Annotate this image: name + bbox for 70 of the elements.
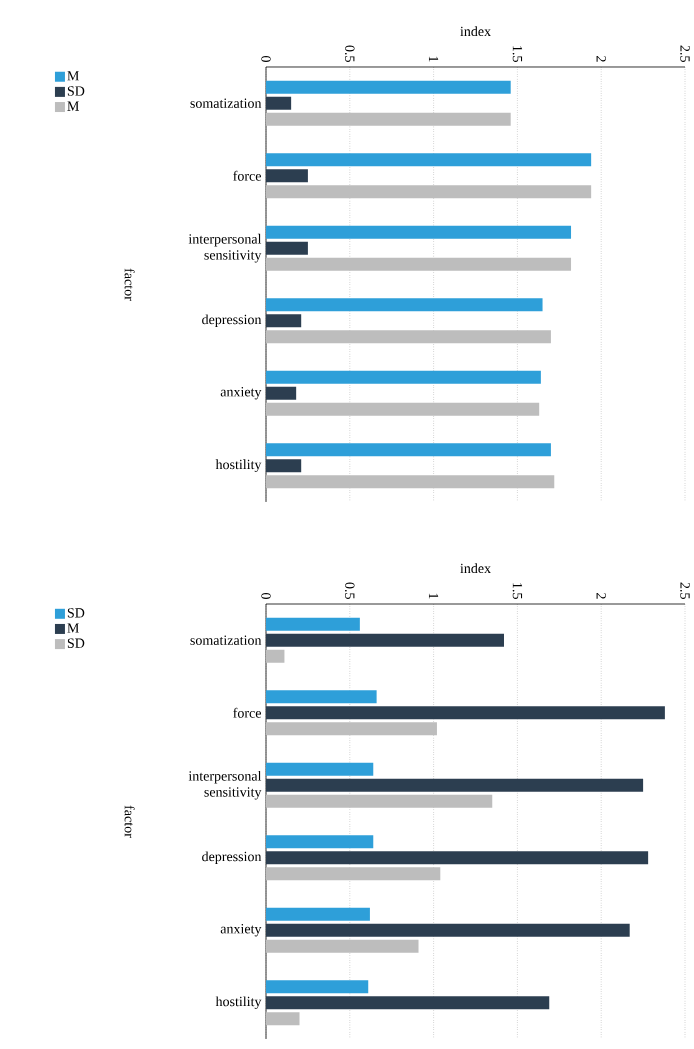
- x-tick-label: 2: [596, 593, 606, 599]
- bar: [266, 980, 369, 994]
- bar: [266, 459, 302, 473]
- y-tick-label: anxiety: [220, 924, 262, 937]
- x-tick-label: 0: [261, 55, 271, 62]
- bar: [266, 778, 644, 792]
- bar: [266, 835, 374, 849]
- y-tick-label: force: [233, 170, 261, 181]
- y-tick-label: hostility: [215, 459, 262, 473]
- x-tick-label: 1: [428, 56, 439, 62]
- bar: [266, 617, 360, 631]
- bar: [266, 867, 441, 881]
- bar: [266, 907, 370, 921]
- x-tick-label: 0.5: [345, 45, 355, 62]
- legend-label: SD: [67, 608, 85, 618]
- y-tick-label: depression: [202, 851, 262, 865]
- bar: [266, 762, 374, 776]
- bar: [266, 690, 377, 704]
- bar: [266, 241, 308, 255]
- legend-label: M: [67, 623, 79, 633]
- x-tick-label: 1: [428, 593, 439, 599]
- bar: [266, 169, 308, 183]
- bar: [266, 257, 572, 271]
- bar: [266, 996, 550, 1010]
- x-axis-title: index: [460, 563, 491, 574]
- y-tick-label: interpersonal sensitivity: [188, 233, 262, 263]
- x-tick-label: 2: [596, 56, 606, 62]
- bar: [266, 706, 665, 720]
- bar: [266, 851, 649, 865]
- x-tick-label: 1.5: [512, 583, 523, 599]
- bar: [266, 633, 504, 647]
- bar: [266, 112, 511, 126]
- bar: [266, 386, 297, 400]
- bar: [266, 939, 419, 953]
- bar: [266, 370, 541, 384]
- bar: [266, 153, 592, 167]
- bar: [266, 96, 292, 110]
- x-tick-label: 0.5: [345, 582, 355, 599]
- y-tick-label: hostility: [215, 996, 262, 1010]
- y-tick-label: interpersonal sensitivity: [188, 770, 262, 800]
- bar: [266, 923, 630, 937]
- y-tick-label: depression: [202, 314, 262, 328]
- x-tick-label: 2.5: [680, 45, 690, 62]
- y-axis-title: factor: [124, 805, 135, 838]
- x-tick-label: 1.5: [512, 46, 523, 62]
- y-axis-title: factor: [124, 268, 135, 301]
- bar: [266, 402, 540, 416]
- x-tick-label: 0: [261, 593, 271, 599]
- bar: [266, 649, 285, 663]
- y-tick-label: force: [233, 707, 261, 718]
- bar: [266, 314, 302, 328]
- bar: [266, 722, 437, 736]
- bar: [266, 475, 555, 489]
- bar: [266, 443, 551, 457]
- bar: [266, 298, 543, 312]
- x-tick-label: 2.5: [680, 582, 690, 599]
- bar: [266, 794, 493, 808]
- bar: [266, 80, 511, 94]
- bar: [266, 1012, 300, 1026]
- legend-label: SD: [67, 638, 85, 648]
- bar: [266, 330, 551, 344]
- legend-label: M: [67, 71, 79, 81]
- legend-label: SD: [67, 86, 85, 96]
- legend-label: M: [67, 101, 79, 111]
- x-axis-title: index: [460, 26, 491, 37]
- y-tick-label: somatization: [190, 98, 262, 108]
- bar: [266, 225, 572, 239]
- y-tick-label: anxiety: [220, 387, 262, 400]
- bar: [266, 185, 592, 199]
- y-tick-label: somatization: [190, 635, 262, 645]
